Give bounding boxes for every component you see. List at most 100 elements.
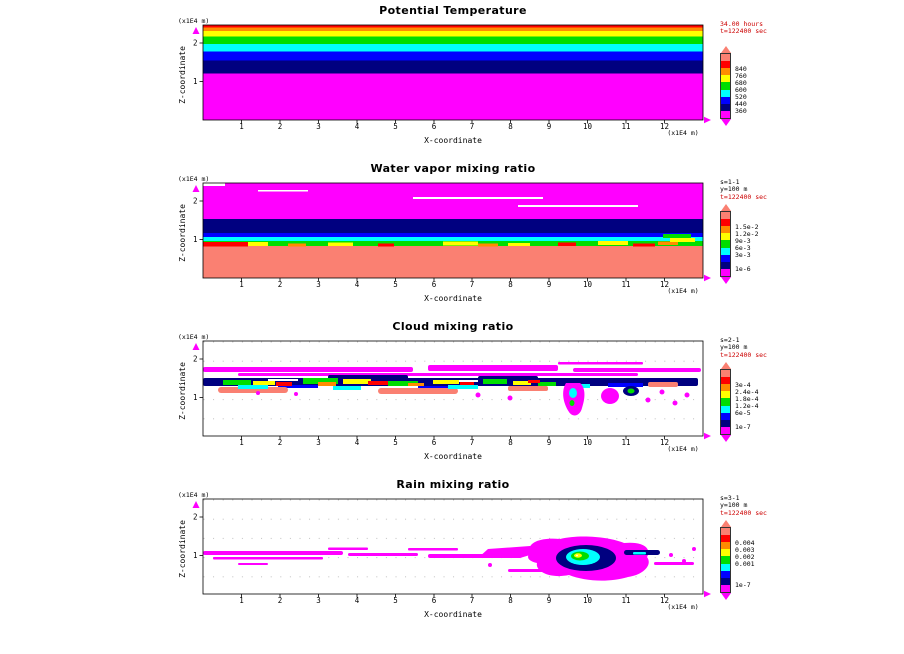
svg-text:1: 1 [193,551,198,560]
annotation-text: t=122400 sec [720,27,767,36]
svg-text:6: 6 [432,122,437,131]
colorbar-segment: 1.2e-4 [721,398,758,409]
colorbar-segment: 520 [721,89,747,100]
svg-text:10: 10 [583,122,593,131]
colorbar-body: 0.004 0.003 0.002 0.001 [720,527,755,593]
y-axis-unit-label: (x1E4 m) [178,333,209,341]
svg-text:2: 2 [278,438,283,447]
x-axis-arrow-icon [704,116,711,124]
panel-cloud-mixing-ratio: Cloud mixing ratio (x1E4 m) Z-coordinate [178,320,904,467]
x-axis-arrow-icon [704,590,711,598]
plot-annotations: s=1-1 y=100 m t=122400 sec [720,178,840,203]
colorbar-arrow-top-icon [721,362,731,369]
panel-rain-mixing-ratio: Rain mixing ratio (x1E4 m) Z-coordinate [178,478,904,625]
contour-field [203,25,703,120]
annotation-text: t=122400 sec [720,350,767,359]
panel-title: Cloud mixing ratio [392,320,514,333]
y-axis-label: Z-coordinate [178,204,187,262]
svg-text:8: 8 [508,122,513,131]
legend-column: s=2-1 y=100 m t=122400 sec 3e-4 [720,333,840,442]
svg-text:9: 9 [547,122,552,131]
y-axis-arrow-icon [192,501,200,508]
svg-text:4: 4 [355,122,360,131]
svg-text:2: 2 [193,513,198,522]
svg-text:6: 6 [432,280,437,289]
panel-potential-temperature: Potential Temperature (x1E4 m) Z-coordin… [178,4,904,151]
colorbar-tick-label: 840 [735,64,747,73]
svg-text:9: 9 [547,438,552,447]
x-axis-unit-label: (x1E4 m) [667,129,698,137]
svg-text:7: 7 [470,596,475,605]
colorbar-tick-label: 0.001 [735,560,755,569]
plot-frame [202,498,704,595]
colorbar-tick-label: 760 [735,71,747,80]
svg-text:5: 5 [393,122,398,131]
colorbar-tick-label: 0.003 [735,545,755,554]
svg-text:12: 12 [660,596,669,605]
svg-text:5: 5 [393,438,398,447]
colorbar-segment: 760 [721,68,747,79]
colorbar-tick-label: 360 [735,107,747,116]
panel-title: Water vapor mixing ratio [370,162,536,175]
x-axis-unit-label: (x1E4 m) [667,287,698,295]
plot-canvas-rain: (x1E4 m) Z-coordinate [178,491,711,619]
svg-text:12: 12 [660,438,669,447]
colorbar-tick-label: 6e-5 [735,409,751,418]
axis-ticks [199,358,665,440]
svg-text:12: 12 [660,122,669,131]
svg-text:10: 10 [583,438,593,447]
colorbar-tick-label: 3e-4 [735,380,751,389]
colorbar-tick-label: 680 [735,78,747,87]
contour-field [203,362,701,416]
colorbar-tick-label: 1.2e-4 [735,402,759,411]
colorbar-segment [721,584,730,592]
colorbar-tick-label: 6e-3 [735,244,751,253]
panel-water-vapor-mixing-ratio: Water vapor mixing ratio (x1E4 m) Z-coor… [178,162,904,309]
colorbar-tick-label: 1.8e-4 [735,394,759,403]
colorbar-segment: 0.003 [721,542,755,553]
colorbar-segment: 9e-3 [721,233,751,244]
svg-text:3: 3 [316,438,321,447]
colorbar-arrow-bottom-icon [721,593,731,600]
y-axis-unit-label: (x1E4 m) [178,491,209,499]
x-axis-unit-label: (x1E4 m) [667,445,698,453]
colorbar-segment: 0.001 [721,556,755,567]
plot-frame [202,182,704,279]
plot-canvas-potential-temperature: (x1E4 m) Z-coordinate [178,17,711,145]
colorbar-body: 3e-4 2.4e-4 1.8e-4 1.2e [720,369,758,435]
svg-text:9: 9 [547,280,552,289]
plot-frame [202,340,704,437]
colorbar-segment: 1.8e-4 [721,391,758,402]
y-axis-label: Z-coordinate [178,46,187,104]
svg-text:11: 11 [621,438,630,447]
colorbar-tick-label: 2.4e-4 [735,387,759,396]
svg-text:7: 7 [470,438,475,447]
axis-ticks [199,42,665,124]
plot-annotations: s=3-1 y=100 m t=122400 sec [720,494,840,519]
colorbar-tick-label: 3e-3 [735,251,751,260]
svg-text:1: 1 [193,77,198,86]
colorbar-tick-label: 1e-6 [735,265,751,274]
colorbar-arrow-bottom-icon [721,277,731,284]
x-axis-unit-label: (x1E4 m) [667,603,698,611]
colorbar-arrow-top-icon [721,46,731,53]
annotation-text: s=1-1 [720,178,740,186]
annotation-text: 34.00 hours [720,20,764,28]
colorbar-segment [721,268,730,276]
svg-text:2: 2 [278,596,283,605]
colorbar-tick-label: 9e-3 [735,236,751,245]
y-tick-labels: 2 1 [193,197,198,245]
colorbar: 1.5e-2 1.2e-2 9e-3 6e-3 [720,204,840,284]
colorbar-segment [721,110,730,118]
legend-column: 34.00 hours t=122400 sec 840 [720,17,840,126]
colorbar-body: 840 760 680 600 [720,53,747,119]
x-axis-label: X-coordinate [424,610,482,619]
colorbar-tick-label: 1e-7 [735,581,751,590]
svg-text:5: 5 [393,280,398,289]
svg-text:7: 7 [470,280,475,289]
legend-column: s=3-1 y=100 m t=122400 sec 0.004 [720,491,840,600]
svg-text:8: 8 [508,280,513,289]
annotation-text: t=122400 sec [720,192,767,201]
